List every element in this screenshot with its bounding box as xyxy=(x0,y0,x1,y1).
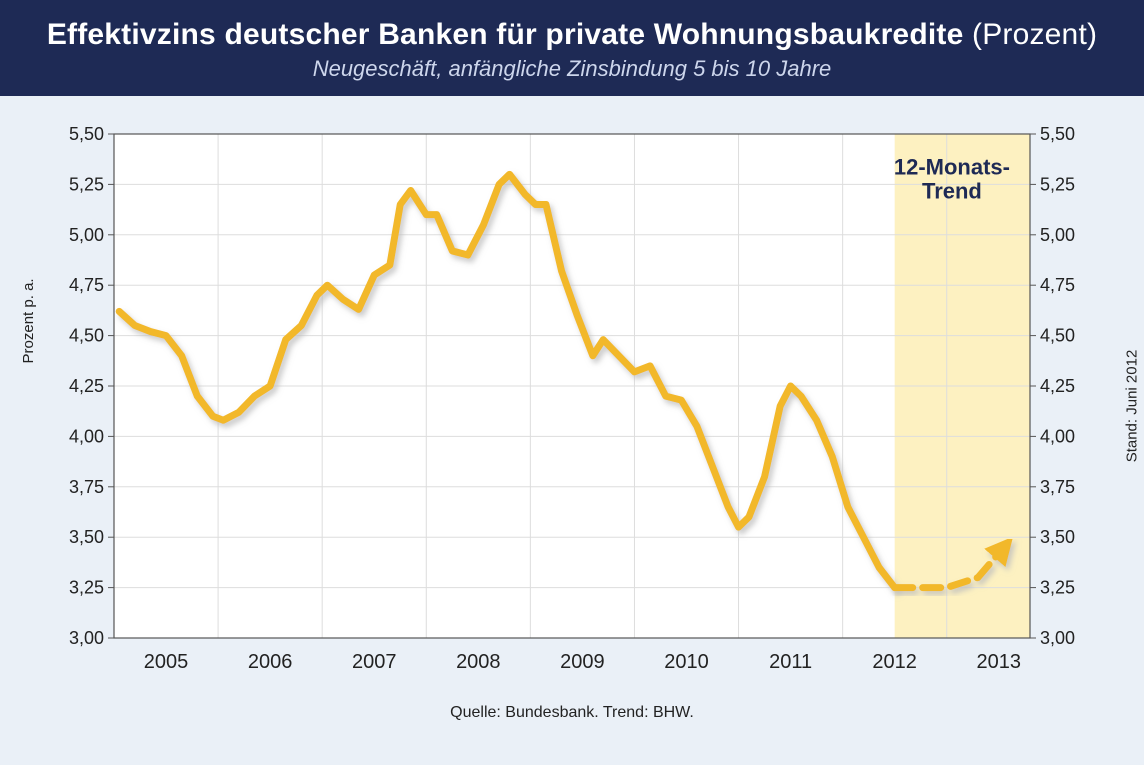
y-axis-label: Prozent p. a. xyxy=(20,278,37,363)
status-date: Stand: Juni 2012 xyxy=(1124,350,1141,463)
svg-text:4,75: 4,75 xyxy=(69,275,104,295)
svg-text:4,00: 4,00 xyxy=(1040,426,1075,446)
svg-text:2005: 2005 xyxy=(144,651,189,673)
title-main: Effektivzins deutscher Banken für privat… xyxy=(47,18,972,51)
svg-text:4,00: 4,00 xyxy=(69,426,104,446)
svg-text:5,25: 5,25 xyxy=(69,174,104,194)
svg-text:4,25: 4,25 xyxy=(1040,376,1075,396)
svg-text:5,25: 5,25 xyxy=(1040,174,1075,194)
svg-text:5,50: 5,50 xyxy=(1040,124,1075,144)
svg-text:Trend: Trend xyxy=(922,178,982,203)
subtitle: Neugeschäft, anfängliche Zinsbindung 5 b… xyxy=(30,56,1114,82)
svg-text:2010: 2010 xyxy=(664,651,709,673)
svg-text:12-Monats-: 12-Monats- xyxy=(894,154,1010,179)
svg-text:4,50: 4,50 xyxy=(1040,326,1075,346)
plot-area: Prozent p. a. Stand: Juni 2012 3,003,003… xyxy=(44,116,1100,696)
header: Effektivzins deutscher Banken für privat… xyxy=(0,0,1144,96)
svg-text:4,25: 4,25 xyxy=(69,376,104,396)
svg-text:2009: 2009 xyxy=(560,651,605,673)
svg-text:2006: 2006 xyxy=(248,651,293,673)
svg-text:3,25: 3,25 xyxy=(69,578,104,598)
title-paren: (Prozent) xyxy=(972,18,1097,51)
source-text: Quelle: Bundesbank. Trend: BHW. xyxy=(0,704,1144,722)
svg-text:3,50: 3,50 xyxy=(69,527,104,547)
svg-text:2008: 2008 xyxy=(456,651,501,673)
svg-text:2012: 2012 xyxy=(872,651,917,673)
svg-text:5,50: 5,50 xyxy=(69,124,104,144)
svg-text:5,00: 5,00 xyxy=(69,225,104,245)
svg-text:2007: 2007 xyxy=(352,651,397,673)
svg-text:3,00: 3,00 xyxy=(69,628,104,648)
svg-text:3,00: 3,00 xyxy=(1040,628,1075,648)
svg-text:2013: 2013 xyxy=(977,651,1022,673)
svg-text:3,75: 3,75 xyxy=(69,477,104,497)
svg-text:3,75: 3,75 xyxy=(1040,477,1075,497)
title: Effektivzins deutscher Banken für privat… xyxy=(30,18,1114,52)
line-chart: 3,00 3,00 3,25 3,25 3,50 3,50 3,75 3,75 4,00 4,00… xyxy=(44,116,1100,696)
svg-text:4,75: 4,75 xyxy=(1040,275,1075,295)
svg-text:4,50: 4,50 xyxy=(69,326,104,346)
svg-text:5,00: 5,00 xyxy=(1040,225,1075,245)
svg-text:2011: 2011 xyxy=(769,651,812,673)
svg-text:3,50: 3,50 xyxy=(1040,527,1075,547)
svg-text:3,25: 3,25 xyxy=(1040,578,1075,598)
chart-frame: Effektivzins deutscher Banken für privat… xyxy=(0,0,1144,765)
